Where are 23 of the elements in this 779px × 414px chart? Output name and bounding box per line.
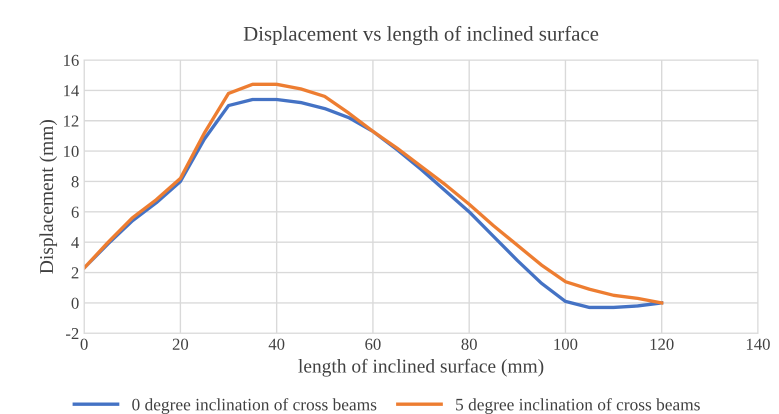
y-tick-label: 0 (72, 298, 79, 309)
x-tick-label: 60 (365, 338, 381, 350)
y-tick-label: 12 (64, 115, 78, 127)
y-tick-label: 16 (64, 54, 79, 66)
y-tick-label: 14 (64, 85, 80, 96)
y-tick-label: 8 (72, 176, 79, 188)
x-tick-label: 100 (554, 338, 578, 350)
legend-label: 0 degree inclination of cross beams (132, 398, 376, 414)
x-tick-label: 40 (268, 338, 284, 350)
y-tick-label: 6 (72, 206, 79, 218)
chart-title: Displacement vs length of inclined surface (244, 26, 598, 46)
x-tick-label: 140 (746, 338, 770, 350)
legend-label: 5 degree inclination of cross beams (456, 398, 700, 414)
x-tick-label: 120 (650, 338, 674, 350)
y-tick-label: -2 (66, 328, 78, 340)
y-tick-label: 2 (72, 267, 78, 278)
y-tick-label: 4 (71, 237, 80, 248)
x-axis-title: length of inclined surface (mm) (298, 358, 544, 377)
y-tick-label: 10 (64, 146, 79, 158)
x-tick-label: 20 (172, 338, 188, 350)
y-axis-title: Displacement (mm) (39, 120, 58, 274)
x-tick-label: 80 (461, 338, 477, 350)
x-tick-label: 0 (80, 338, 88, 350)
